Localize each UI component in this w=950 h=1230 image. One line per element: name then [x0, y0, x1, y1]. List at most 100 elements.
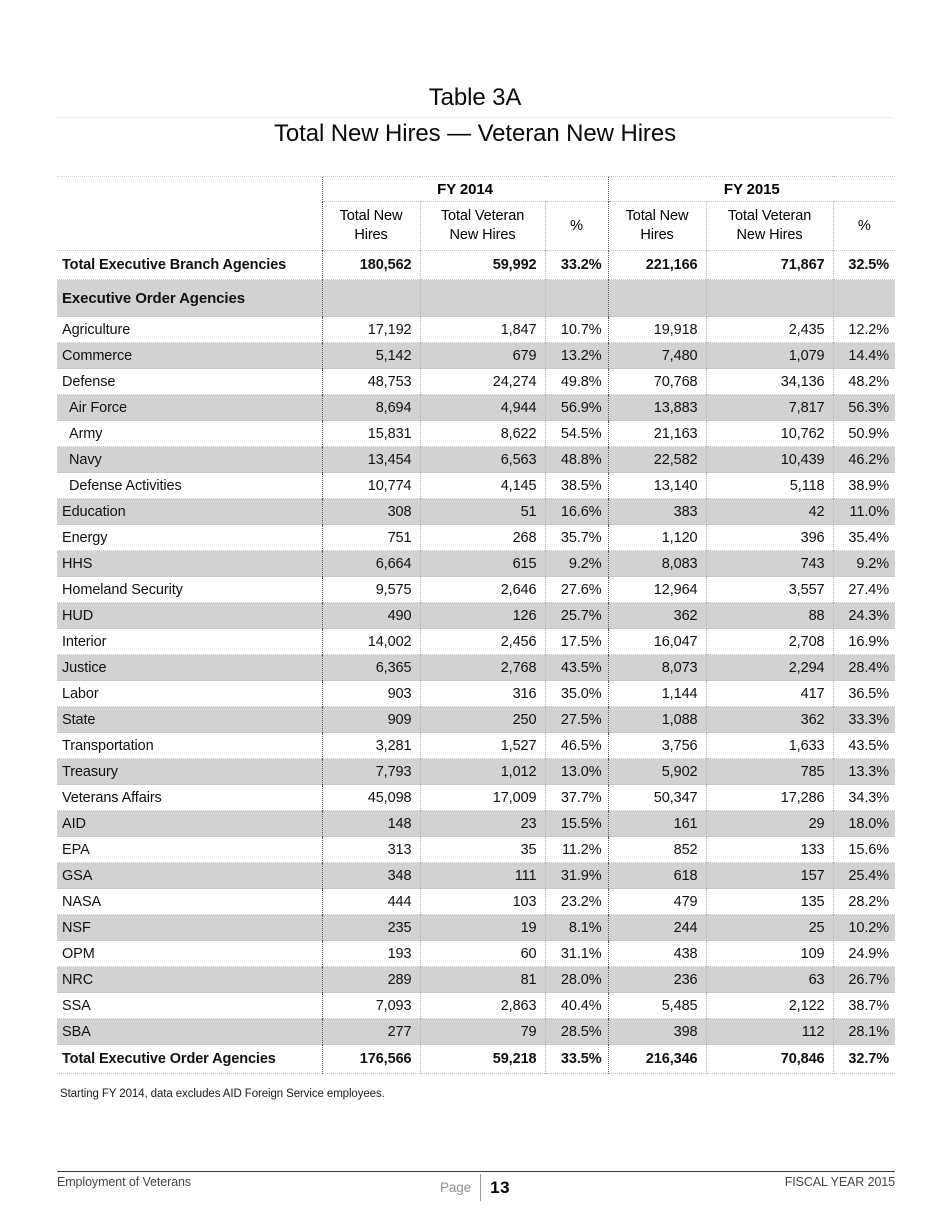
value-cell: 903 — [321, 680, 420, 707]
value-cell: 17,286 — [705, 784, 834, 811]
agency-label: Interior — [57, 628, 322, 655]
table-row: Agriculture 17,192 1,847 10.7% 19,918 2,435 12… — [57, 316, 896, 343]
agency-label: Justice — [57, 654, 322, 681]
value-cell: 316 — [419, 680, 545, 707]
value-cell: 362 — [607, 602, 707, 629]
value-cell: 33.3% — [832, 706, 896, 733]
table-row: Executive Order Agencies — [57, 279, 896, 317]
value-cell: 193 — [321, 940, 420, 967]
value-cell: 13.0% — [544, 758, 609, 785]
agency-label: Army — [57, 420, 322, 447]
value-cell: 35 — [419, 836, 545, 863]
value-cell: 216,346 — [607, 1044, 707, 1074]
value-cell: 11.0% — [832, 498, 896, 525]
agency-label: Veterans Affairs — [57, 784, 322, 811]
value-cell: 15.5% — [544, 810, 609, 837]
table-row: Interior 14,002 2,456 17.5% 16,047 2,708 16.9% — [57, 628, 896, 655]
value-cell: 348 — [321, 862, 420, 889]
value-cell: 16,047 — [607, 628, 707, 655]
table-row: NASA 444 103 23.2% 479 135 28.2% — [57, 888, 896, 915]
sub-header-percent: % — [544, 201, 609, 251]
agency-label: Air Force — [57, 394, 322, 421]
value-cell: 6,563 — [419, 446, 545, 473]
table-row: OPM 193 60 31.1% 438 109 24.9% — [57, 940, 896, 967]
agency-label: SSA — [57, 992, 322, 1019]
value-cell: 2,646 — [419, 576, 545, 603]
value-cell: 7,093 — [321, 992, 420, 1019]
value-cell: 27.5% — [544, 706, 609, 733]
value-cell: 29 — [705, 810, 834, 837]
value-cell: 112 — [705, 1018, 834, 1045]
value-cell: 16.9% — [832, 628, 896, 655]
value-cell: 25.4% — [832, 862, 896, 889]
footer: Employment of Veterans FISCAL YEAR 2015 — [57, 1175, 895, 1189]
value-cell: 48,753 — [321, 368, 420, 395]
value-cell: 51 — [419, 498, 545, 525]
value-cell: 28.5% — [544, 1018, 609, 1045]
agency-label: Navy — [57, 446, 322, 473]
value-cell: 21,163 — [607, 420, 707, 447]
new-hires-table-wrap: FY 2014 FY 2015 Total New Hires Total Ve… — [57, 176, 896, 1074]
value-cell: 12.2% — [832, 316, 896, 343]
agency-label: Executive Order Agencies — [57, 279, 322, 317]
value-cell: 785 — [705, 758, 834, 785]
agency-label: HUD — [57, 602, 322, 629]
value-cell: 43.5% — [832, 732, 896, 759]
value-cell: 54.5% — [544, 420, 609, 447]
agency-label: NSF — [57, 914, 322, 941]
footnote: Starting FY 2014, data excludes AID Fore… — [60, 1088, 385, 1100]
table-row: GSA 348 111 31.9% 618 157 25.4% — [57, 862, 896, 889]
title-divider — [57, 117, 893, 118]
value-cell: 42 — [705, 498, 834, 525]
value-cell: 236 — [607, 966, 707, 993]
value-cell: 56.3% — [832, 394, 896, 421]
footer-page-number: 13 — [490, 1177, 511, 1197]
table-row: Total Executive Branch Agencies 180,562 59… — [57, 250, 896, 280]
value-cell: 490 — [321, 602, 420, 629]
value-cell: 17.5% — [544, 628, 609, 655]
value-cell: 6,664 — [321, 550, 420, 577]
value-cell: 70,846 — [705, 1044, 834, 1074]
value-cell: 59,218 — [419, 1044, 545, 1074]
value-cell: 133 — [705, 836, 834, 863]
table-row: Energy 751 268 35.7% 1,120 396 35.4% — [57, 524, 896, 551]
value-cell: 13,140 — [607, 472, 707, 499]
value-cell: 24.9% — [832, 940, 896, 967]
value-cell: 25.7% — [544, 602, 609, 629]
value-cell: 3,756 — [607, 732, 707, 759]
value-cell — [832, 279, 896, 317]
value-cell: 4,944 — [419, 394, 545, 421]
value-cell: 2,863 — [419, 992, 545, 1019]
table-row: Defense 48,753 24,274 49.8% 70,768 34,136 48.2… — [57, 368, 896, 395]
table-row: Navy 13,454 6,563 48.8% 22,582 10,439 46.2% — [57, 446, 896, 473]
agency-label: Defense — [57, 368, 322, 395]
value-cell: 157 — [705, 862, 834, 889]
value-cell: 417 — [705, 680, 834, 707]
value-cell: 24.3% — [832, 602, 896, 629]
value-cell: 45,098 — [321, 784, 420, 811]
value-cell: 111 — [419, 862, 545, 889]
value-cell: 36.5% — [832, 680, 896, 707]
value-cell: 13.2% — [544, 342, 609, 369]
value-cell: 618 — [607, 862, 707, 889]
sub-header-total-veteran-new-hires: Total Veteran New Hires — [419, 201, 545, 251]
value-cell: 10.2% — [832, 914, 896, 941]
sub-header-row: Total New Hires Total Veteran New Hires … — [57, 201, 896, 251]
value-cell: 38.9% — [832, 472, 896, 499]
value-cell: 35.4% — [832, 524, 896, 551]
value-cell: 23.2% — [544, 888, 609, 915]
value-cell: 1,847 — [419, 316, 545, 343]
value-cell: 308 — [321, 498, 420, 525]
footer-left-text: Employment of Veterans — [57, 1175, 191, 1189]
table-row: Total Executive Order Agencies 176,566 59,… — [57, 1044, 896, 1074]
value-cell: 235 — [321, 914, 420, 941]
value-cell: 103 — [419, 888, 545, 915]
value-cell: 8,694 — [321, 394, 420, 421]
table-row: Education 308 51 16.6% 383 42 11.0% — [57, 498, 896, 525]
table-header: FY 2014 FY 2015 Total New Hires Total Ve… — [57, 176, 896, 251]
value-cell: 7,817 — [705, 394, 834, 421]
table-body: Total Executive Branch Agencies 180,562 59… — [57, 250, 896, 1074]
value-cell: 35.0% — [544, 680, 609, 707]
value-cell: 31.9% — [544, 862, 609, 889]
value-cell: 27.4% — [832, 576, 896, 603]
